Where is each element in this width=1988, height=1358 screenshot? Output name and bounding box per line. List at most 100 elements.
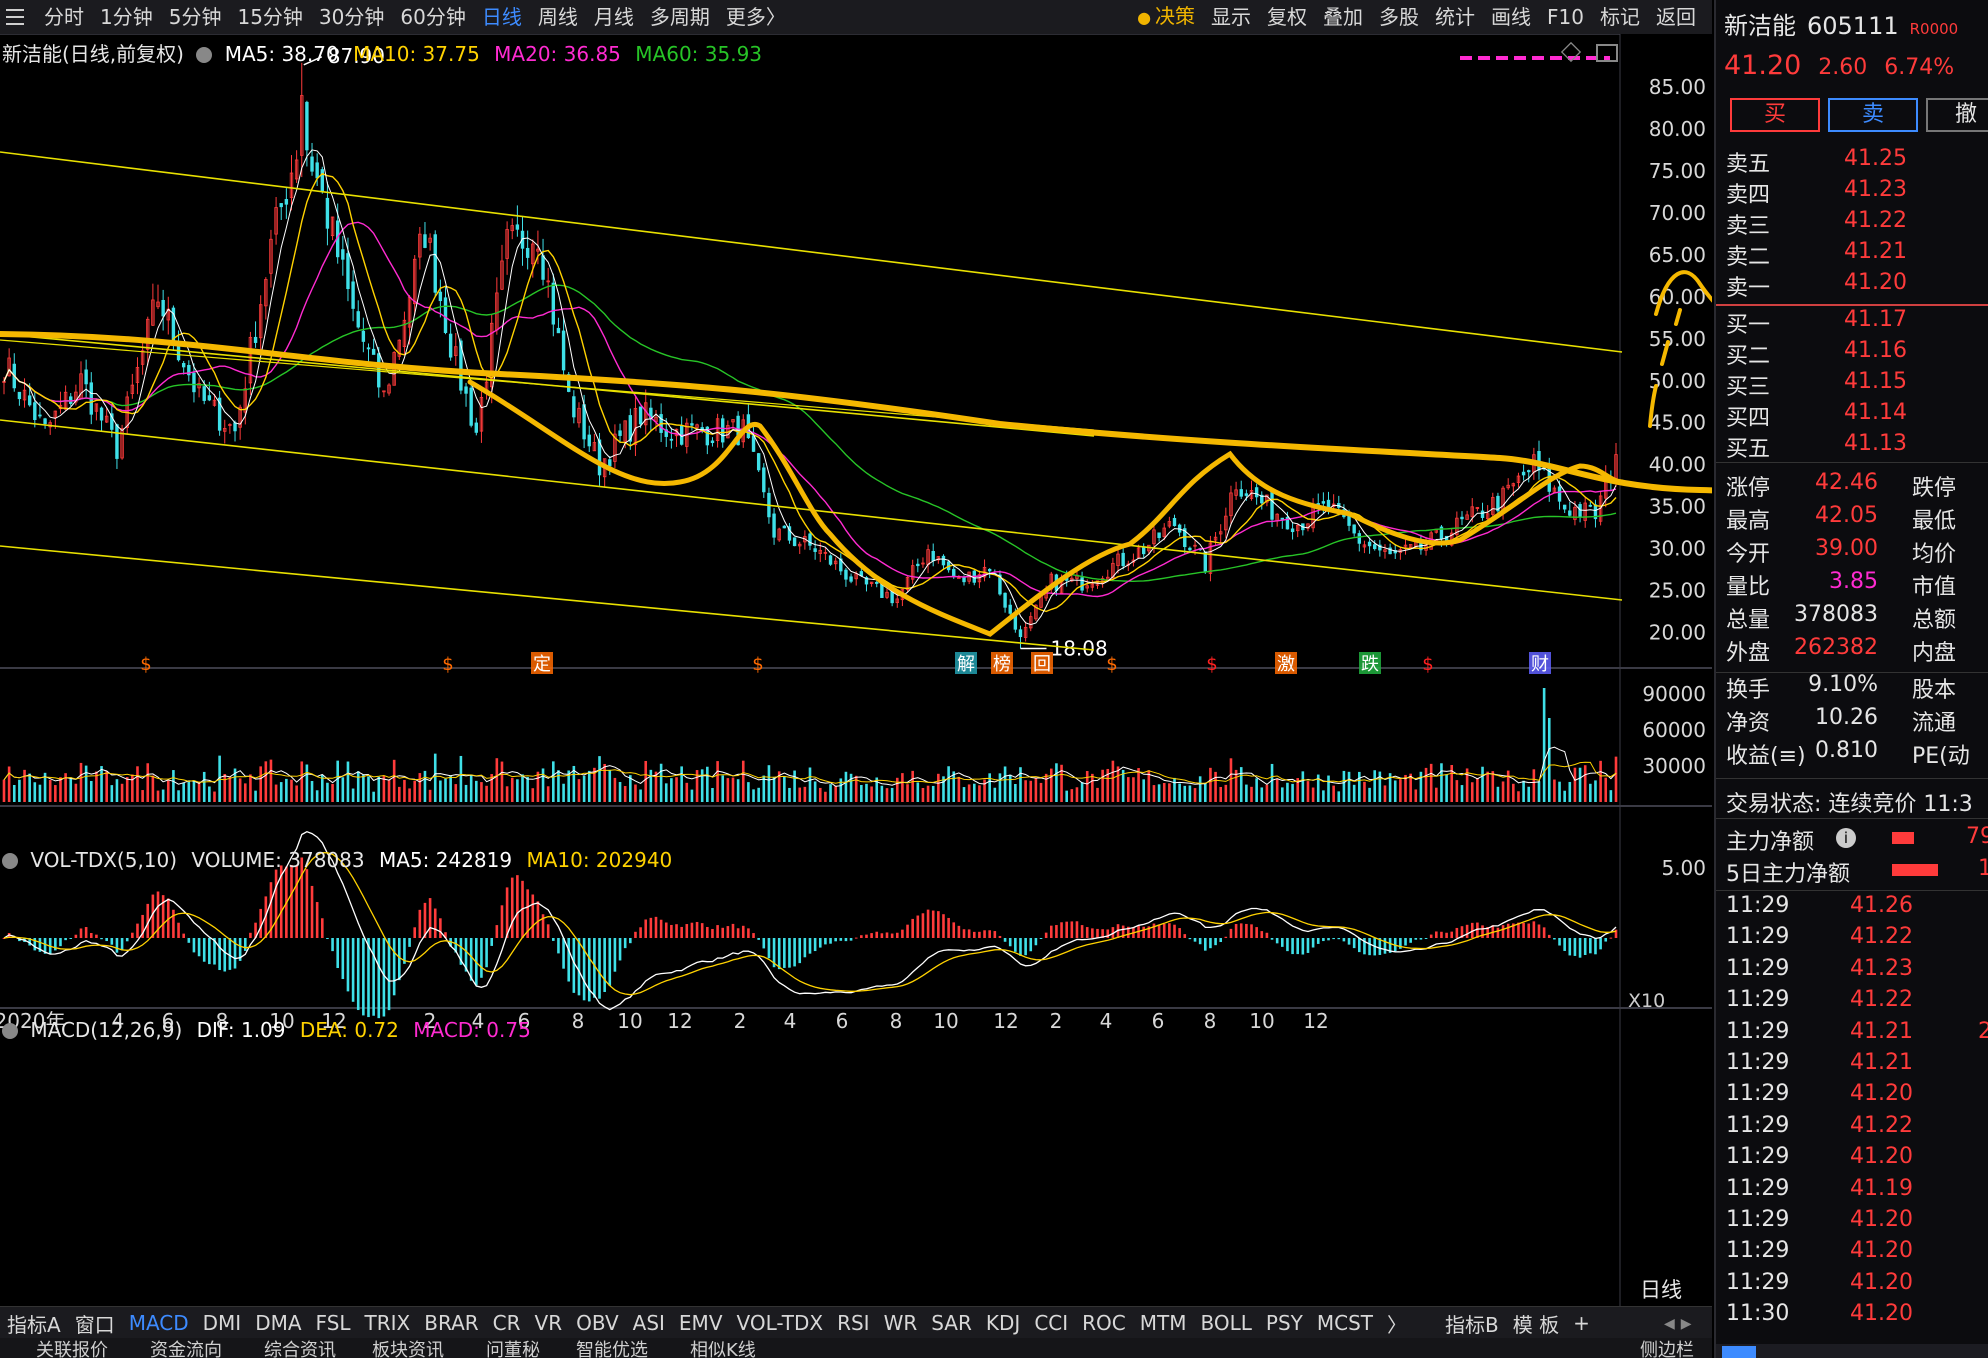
period-tab[interactable]: 月线 xyxy=(593,5,634,29)
period-tab[interactable]: 日线 xyxy=(481,5,522,29)
volume-toggle-icon[interactable] xyxy=(2,853,18,869)
action-3[interactable]: 叠加 xyxy=(1323,5,1364,29)
kline-chart[interactable]: 85.0080.0075.0070.0065.0060.0055.0050.00… xyxy=(0,34,1712,1306)
indicator-tab[interactable]: 指标A xyxy=(7,1312,61,1337)
scroll-right-icon[interactable]: ▶ xyxy=(1680,1316,1692,1332)
scroll-left-icon[interactable]: ◀ xyxy=(1664,1316,1675,1332)
period-tab[interactable]: 5分钟 xyxy=(168,5,222,29)
volume-bar xyxy=(433,753,437,802)
volume-bar xyxy=(752,789,755,802)
cancel-button[interactable]: 撤 xyxy=(1926,98,1988,132)
period-tab[interactable]: 15分钟 xyxy=(237,5,303,29)
indicator-tab[interactable]: MTM xyxy=(1139,1311,1187,1335)
volume-bar xyxy=(1291,783,1294,802)
x-axis-label: 8 xyxy=(890,1009,903,1033)
indicator-tab[interactable]: VR xyxy=(534,1311,563,1335)
macd-toggle-icon[interactable] xyxy=(2,1023,18,1039)
status-tab[interactable]: 问董秘 xyxy=(486,1340,540,1358)
macd-bar xyxy=(1003,938,1007,942)
status-tab[interactable]: 综合资讯 xyxy=(264,1340,336,1358)
candle-body xyxy=(818,549,822,554)
action-1[interactable]: 显示 xyxy=(1211,5,1252,29)
volume-bar xyxy=(1337,791,1341,802)
period-tab[interactable]: 1分钟 xyxy=(100,5,153,29)
indicator-tab[interactable]: ROC xyxy=(1082,1311,1126,1335)
indicator-tab[interactable]: BOLL xyxy=(1200,1311,1252,1335)
candle-body xyxy=(1470,506,1474,517)
tick-time: 11:29 xyxy=(1726,1018,1790,1044)
macd-bar xyxy=(1568,938,1572,956)
candle-body xyxy=(377,353,381,388)
action-9[interactable]: 返回 xyxy=(1656,5,1696,29)
status-tab[interactable]: 板块资讯 xyxy=(372,1340,444,1358)
macd-bar xyxy=(105,938,108,942)
indicator-tab[interactable]: SAR xyxy=(931,1311,972,1335)
indicator-tab[interactable]: OBV xyxy=(576,1311,619,1335)
candle-body xyxy=(551,282,556,325)
legend-toggle-icon[interactable] xyxy=(196,47,213,63)
side-label[interactable]: 侧边栏 xyxy=(1640,1340,1694,1358)
action-7[interactable]: F10 xyxy=(1547,5,1584,29)
indicator-tab[interactable]: EMV xyxy=(678,1311,723,1335)
period-tab[interactable]: 60分钟 xyxy=(400,5,466,29)
action-0[interactable]: ● 决策 xyxy=(1137,4,1196,28)
sell-button[interactable]: 卖 xyxy=(1828,98,1918,132)
action-8[interactable]: 标记 xyxy=(1600,5,1640,29)
period-tab[interactable]: 多周期 xyxy=(649,5,710,29)
volume-bar xyxy=(243,783,247,802)
indicator-tab[interactable]: DMI xyxy=(202,1311,242,1335)
status-tab[interactable]: 智能优选 xyxy=(576,1340,648,1358)
info-icon[interactable]: i xyxy=(1836,828,1856,848)
indicator-tab[interactable]: VOL-TDX xyxy=(736,1311,824,1335)
indicator-tab[interactable]: FSL xyxy=(315,1311,351,1335)
indicator-tab[interactable]: DMA xyxy=(255,1311,302,1335)
period-tab[interactable]: 分时 xyxy=(44,5,84,29)
indicator-tab[interactable]: 指标B xyxy=(1445,1312,1499,1337)
indicator-tab[interactable]: KDJ xyxy=(985,1311,1021,1335)
period-tab[interactable]: 周线 xyxy=(537,5,578,29)
candle-body xyxy=(695,424,699,428)
period-tab[interactable]: 30分钟 xyxy=(318,5,385,29)
panel-bottom-tab-active[interactable] xyxy=(1722,1346,1756,1358)
stat-label2: 流通 xyxy=(1912,711,1957,736)
candle-body xyxy=(613,433,617,462)
side-scroll-buttons[interactable]: ◀ ▶ xyxy=(1664,1313,1704,1333)
macd-bar xyxy=(1440,931,1443,938)
macd-bar xyxy=(587,938,591,1002)
status-tab[interactable]: 相似K线 xyxy=(690,1340,756,1358)
indicator-tab[interactable]: + xyxy=(1573,1311,1590,1335)
candle-body xyxy=(536,248,540,252)
layout-icon[interactable] xyxy=(1596,44,1618,62)
indicator-tab[interactable]: CCI xyxy=(1034,1311,1069,1335)
indicator-tab[interactable]: WR xyxy=(883,1311,918,1335)
indicator-tab[interactable]: 模 板 xyxy=(1512,1312,1560,1337)
status-tab[interactable]: 关联报价 xyxy=(36,1340,108,1358)
menu-icon[interactable] xyxy=(6,9,24,25)
indicator-tab[interactable]: MCST xyxy=(1316,1311,1374,1335)
indicator-tab[interactable]: CR xyxy=(492,1311,521,1335)
indicator-tab[interactable]: BRAR xyxy=(424,1311,479,1335)
indicator-tab[interactable]: RSI xyxy=(837,1311,870,1335)
chart-area[interactable]: 85.00 80.00 75.00 70.00 65.00 60.00 55.00 50.00… xyxy=(0,34,1712,1306)
indicator-tab[interactable]: TRIX xyxy=(364,1311,411,1335)
indicator-tab[interactable]: MACD xyxy=(128,1311,189,1335)
candle-body xyxy=(433,234,437,293)
indicator-tab[interactable]: ASI xyxy=(632,1311,665,1335)
volume-bar xyxy=(105,771,108,802)
candle-body xyxy=(582,404,586,440)
action-2[interactable]: 复权 xyxy=(1267,5,1308,29)
buy-button[interactable]: 买 xyxy=(1730,98,1820,132)
price-legend: 新洁能(日线,前复权) MA5: 38.70 MA10: 37.75 MA20:… xyxy=(2,38,762,67)
period-tab[interactable]: 更多〉 xyxy=(725,5,786,29)
stat-row: 最高 42.05 最低 xyxy=(1716,503,1988,534)
macd-bar xyxy=(100,938,103,940)
action-6[interactable]: 画线 xyxy=(1491,5,1532,29)
indicator-tab[interactable]: 窗口 xyxy=(74,1312,115,1337)
volume-bar xyxy=(618,781,622,802)
action-4[interactable]: 多股 xyxy=(1379,5,1420,29)
indicator-tab[interactable]: PSY xyxy=(1265,1311,1303,1335)
action-5[interactable]: 统计 xyxy=(1435,5,1476,29)
indicator-tab[interactable]: 〉 xyxy=(1387,1312,1408,1337)
status-tab[interactable]: 资金流向 xyxy=(150,1340,222,1358)
macd-bar xyxy=(741,925,745,938)
